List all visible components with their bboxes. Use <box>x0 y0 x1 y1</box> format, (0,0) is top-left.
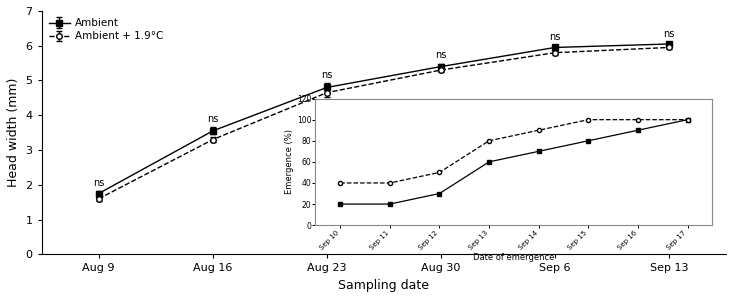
Text: ns: ns <box>549 32 561 42</box>
Text: ns: ns <box>663 29 674 39</box>
Legend: Ambient, Ambient + 1.9°C: Ambient, Ambient + 1.9°C <box>47 16 166 43</box>
Y-axis label: Head width (mm): Head width (mm) <box>7 78 20 187</box>
Text: ns: ns <box>207 114 218 124</box>
Text: ns: ns <box>93 178 104 188</box>
X-axis label: Sampling date: Sampling date <box>339 279 430 292</box>
Text: ns: ns <box>435 50 446 60</box>
Text: ns: ns <box>321 70 333 80</box>
